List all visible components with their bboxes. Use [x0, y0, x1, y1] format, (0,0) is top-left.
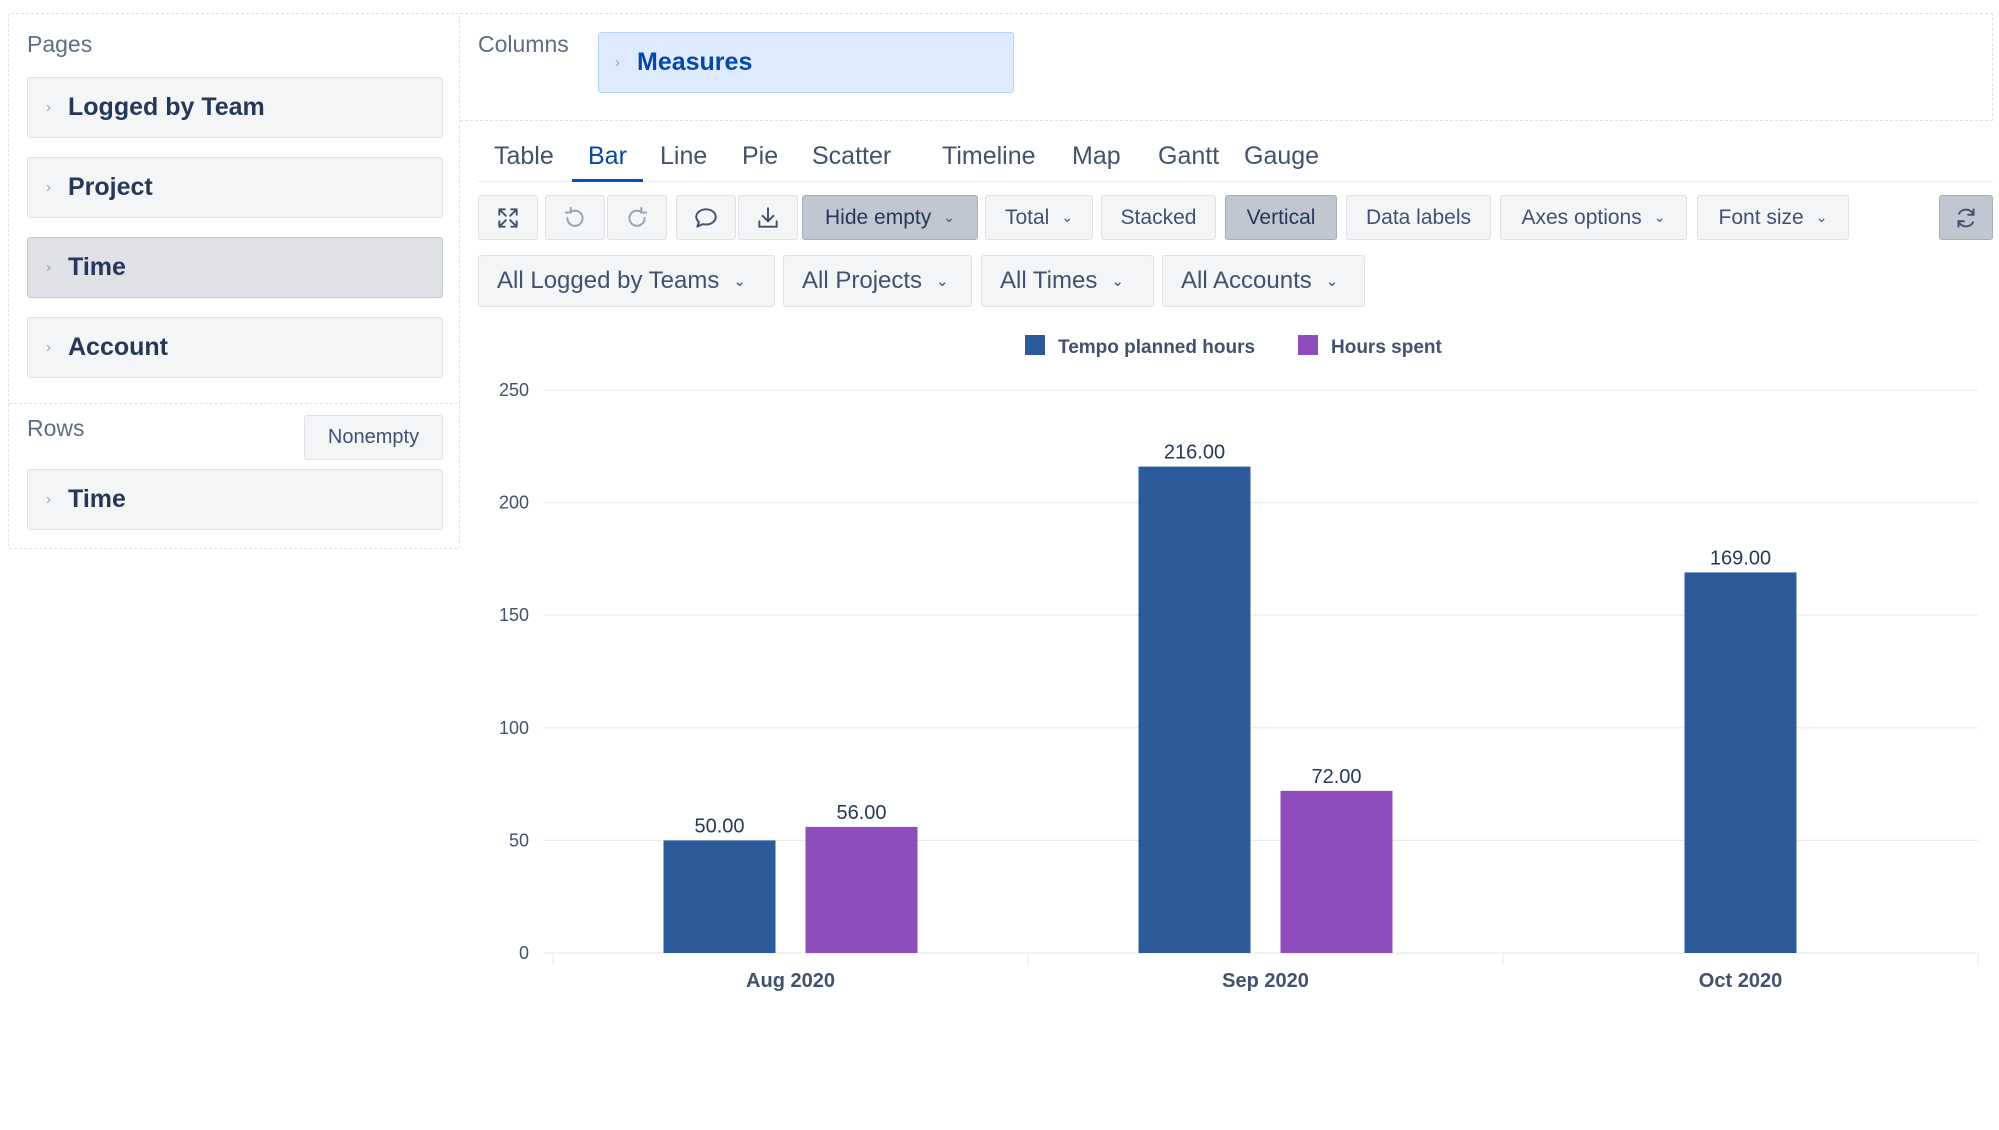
fullscreen-icon [498, 207, 518, 228]
font-size-dropdown[interactable]: Font size ⌄ [1697, 195, 1849, 240]
total-label: Total [1004, 205, 1050, 229]
y-tick-label: 0 [519, 943, 529, 963]
hide-empty-dropdown[interactable]: Hide empty ⌄ [802, 195, 978, 240]
rows-title: Rows [27, 415, 85, 441]
filter-label: All Projects [802, 267, 923, 294]
chart-type-tabs: Table Bar Line Pie Scatter Timeline Map … [478, 136, 1993, 182]
bar-chart: 0 50 100 150 200 250 Aug 2020 50.00 56.00 Sep 202… [499, 335, 1979, 992]
page-item-project[interactable]: › Project [27, 157, 443, 218]
chevron-down-icon: ⌄ [1815, 209, 1828, 225]
comment-button[interactable] [676, 195, 736, 240]
filter-label: All Logged by Teams [497, 267, 720, 294]
chevron-right-icon: › [615, 54, 620, 71]
chevron-down-icon: ⌄ [733, 273, 746, 290]
y-tick-label: 150 [499, 605, 529, 625]
chevron-down-icon: ⌄ [1653, 209, 1666, 225]
legend-entry: Hours spent [1331, 337, 1443, 358]
column-item-measures[interactable]: › Measures [598, 32, 1014, 93]
chevron-right-icon: › [46, 99, 51, 116]
filter-accounts[interactable]: All Accounts ⌄ [1162, 255, 1365, 307]
bar [1684, 572, 1797, 953]
data-label: 56.00 [836, 802, 886, 824]
axes-options-dropdown[interactable]: Axes options ⌄ [1500, 195, 1687, 240]
y-tick-label: 200 [499, 493, 529, 513]
filter-times[interactable]: All Times ⌄ [981, 255, 1154, 307]
export-button[interactable] [738, 195, 798, 240]
legend-swatch [1298, 335, 1318, 355]
hide-empty-label: Hide empty [825, 205, 932, 229]
x-tick-label: Sep 2020 [1222, 970, 1309, 992]
total-dropdown[interactable]: Total ⌄ [985, 195, 1093, 240]
tab-timeline[interactable]: Timeline [942, 142, 1036, 170]
bar [1280, 790, 1393, 953]
chevron-down-icon: ⌄ [1325, 273, 1339, 290]
data-labels-toggle[interactable]: Data labels [1346, 195, 1491, 240]
page-item-account[interactable]: › Account [27, 317, 443, 378]
undo-icon [564, 206, 584, 227]
column-item-label: Measures [637, 48, 753, 76]
stacked-toggle[interactable]: Stacked [1101, 195, 1216, 240]
axes-options-label: Axes options [1521, 205, 1642, 229]
data-label: 169.00 [1710, 547, 1771, 569]
page-item-time[interactable]: › Time [27, 237, 443, 298]
redo-button[interactable] [607, 195, 667, 240]
chevron-right-icon: › [46, 491, 51, 508]
filter-label: All Accounts [1181, 267, 1312, 294]
fullscreen-button[interactable] [478, 195, 538, 240]
data-label: 50.00 [694, 815, 744, 837]
tab-line[interactable]: Line [660, 142, 708, 170]
page-item-label: Time [68, 253, 126, 281]
download-icon [758, 206, 778, 228]
font-size-label: Font size [1718, 205, 1804, 229]
page-item-label: Project [68, 173, 153, 201]
chevron-down-icon: ⌄ [943, 209, 955, 225]
refresh-button[interactable] [1939, 195, 1993, 240]
bar [663, 840, 776, 953]
filter-projects[interactable]: All Projects ⌄ [783, 255, 972, 307]
tab-gantt[interactable]: Gantt [1158, 142, 1220, 170]
refresh-icon [1957, 207, 1975, 228]
y-tick-label: 50 [509, 830, 529, 850]
section-divider [9, 403, 458, 404]
comment-icon [695, 207, 717, 228]
nonempty-button[interactable]: Nonempty [304, 415, 443, 460]
columns-area: Columns › Measures [460, 13, 1993, 121]
pages-title: Pages [27, 31, 93, 57]
vertical-toggle[interactable]: Vertical [1225, 195, 1337, 240]
chevron-right-icon: › [46, 179, 51, 196]
x-tick-label: Aug 2020 [746, 970, 835, 992]
legend-entry: Tempo planned hours [1058, 337, 1255, 358]
chevron-down-icon: ⌄ [936, 273, 949, 290]
chevron-down-icon: ⌄ [1061, 209, 1074, 225]
columns-title: Columns [478, 31, 569, 57]
bar [805, 826, 918, 953]
legend-swatch [1025, 335, 1045, 355]
tab-scatter[interactable]: Scatter [812, 142, 892, 170]
data-label: 72.00 [1311, 766, 1361, 788]
bar [1138, 466, 1251, 953]
page-item-label: Logged by Team [68, 93, 265, 121]
page-item-label: Account [68, 333, 168, 361]
tab-map[interactable]: Map [1072, 142, 1121, 170]
page-item-logged-by-team[interactable]: › Logged by Team [27, 77, 443, 138]
row-item-time[interactable]: › Time [27, 469, 443, 530]
tab-pie[interactable]: Pie [742, 142, 779, 170]
tab-gauge[interactable]: Gauge [1244, 142, 1320, 170]
filter-logged-by-teams[interactable]: All Logged by Teams ⌄ [478, 255, 775, 307]
tab-table[interactable]: Table [494, 142, 554, 170]
y-tick-label: 250 [499, 380, 529, 400]
y-tick-label: 100 [499, 718, 529, 738]
undo-button[interactable] [545, 195, 605, 240]
chevron-right-icon: › [46, 339, 51, 356]
chevron-right-icon: › [46, 259, 51, 276]
row-item-label: Time [68, 485, 126, 513]
x-tick-label: Oct 2020 [1699, 970, 1782, 992]
dimensions-panel: Pages › Logged by Team › Project › Time … [8, 13, 460, 549]
tab-bar[interactable]: Bar [572, 142, 643, 182]
data-label: 216.00 [1164, 442, 1225, 464]
chevron-down-icon: ⌄ [1111, 273, 1124, 290]
redo-icon [628, 206, 648, 227]
filter-label: All Times [1000, 267, 1098, 294]
